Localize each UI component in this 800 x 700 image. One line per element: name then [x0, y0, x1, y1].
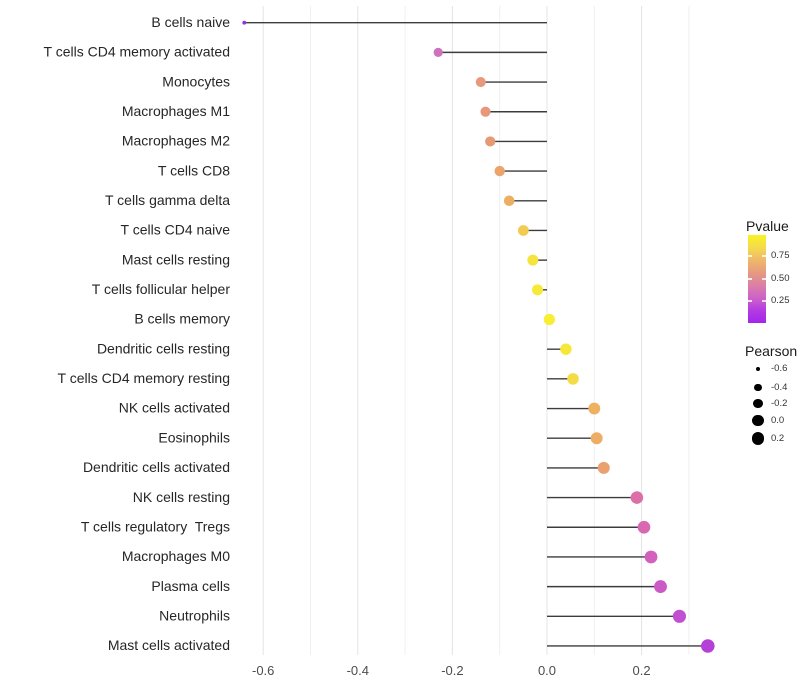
lollipop-dot — [644, 550, 658, 564]
category-label: T cells gamma delta — [105, 192, 230, 208]
lollipop-dot — [590, 432, 603, 445]
pearson-legend-dot — [754, 383, 762, 392]
pearson-legend-dot — [751, 432, 765, 445]
lollipop-dot — [503, 195, 515, 207]
lollipop-dot — [672, 609, 687, 623]
category-label: B cells naive — [151, 14, 230, 30]
lollipop-dot — [637, 520, 651, 534]
category-label: Macrophages M0 — [122, 548, 230, 564]
lollipop-dot — [588, 402, 601, 415]
lollipop-dot — [485, 136, 496, 147]
lollipop-dot — [242, 20, 247, 25]
lollipop-dot — [543, 313, 555, 326]
colorbar-tick-label: 0.25 — [771, 295, 790, 307]
category-label: Monocytes — [162, 73, 230, 89]
category-label: T cells follicular helper — [92, 281, 231, 297]
lollipop-dot — [654, 580, 667, 594]
lollipop-dot — [567, 373, 579, 385]
lollipop-dot — [517, 225, 529, 236]
category-label: Dendritic cells activated — [83, 459, 230, 475]
category-label: Neutrophils — [159, 608, 230, 624]
lollipop-dot — [701, 639, 715, 653]
category-label: T cells regulatory Tregs — [81, 518, 230, 534]
lollipop-dot — [433, 47, 443, 57]
category-label: Dendritic cells resting — [97, 340, 230, 356]
lollipop-dot — [560, 343, 572, 355]
category-label: Macrophages M1 — [122, 103, 230, 119]
lollipop-dot — [597, 461, 610, 474]
x-tick-label: -0.4 — [347, 663, 369, 678]
pearson-legend-title: Pearson — [745, 343, 798, 359]
lollipop-dot — [527, 254, 539, 266]
colorbar-tick-label: 0.50 — [771, 272, 790, 284]
x-tick-label: -0.2 — [441, 663, 463, 678]
pearson-legend-label: 0.0 — [771, 414, 785, 426]
lollipop-dot — [532, 284, 544, 296]
category-label: T cells CD4 memory activated — [44, 44, 230, 60]
pearson-legend-label: -0.6 — [771, 363, 788, 374]
pearson-legend-dot — [753, 398, 763, 409]
pearson-legend-label: -0.2 — [771, 397, 788, 409]
lollipop-dot — [475, 77, 486, 88]
category-label: T cells CD4 memory resting — [58, 370, 230, 386]
category-label: Macrophages M2 — [122, 133, 230, 149]
category-label: NK cells resting — [133, 489, 230, 505]
pearson-legend-dot — [755, 366, 761, 372]
colorbar-tick-mark — [748, 277, 752, 280]
lollipop-dot — [630, 491, 644, 504]
lollipop-dot — [494, 165, 505, 177]
x-tick-label: 0.2 — [633, 663, 651, 678]
category-label: T cells CD8 — [158, 162, 230, 178]
category-label: Mast cells activated — [108, 637, 230, 653]
category-label: Mast cells resting — [122, 251, 230, 267]
pvalue-legend-title: Pvalue — [746, 218, 789, 234]
category-label: T cells CD4 naive — [121, 222, 231, 238]
category-label: B cells memory — [134, 311, 230, 327]
colorbar-tick-mark — [748, 300, 752, 303]
x-tick-label: 0.0 — [538, 663, 556, 678]
pearson-legend-dot — [752, 414, 764, 427]
x-tick-label: -0.6 — [252, 663, 274, 678]
lollipop-dot — [480, 106, 491, 117]
colorbar-tick-mark — [748, 254, 752, 257]
category-label: Eosinophils — [158, 429, 230, 445]
colorbar-tick-label: 0.75 — [771, 249, 790, 261]
category-label: NK cells activated — [119, 400, 230, 416]
colorbar-tick-mark — [762, 300, 766, 303]
category-label: Plasma cells — [151, 578, 230, 594]
pvalue-colorbar — [748, 235, 766, 323]
colorbar-tick-mark — [762, 254, 766, 257]
pearson-legend-label: 0.2 — [771, 432, 785, 444]
pearson-legend-label: -0.4 — [771, 381, 788, 393]
colorbar-tick-mark — [762, 277, 766, 280]
